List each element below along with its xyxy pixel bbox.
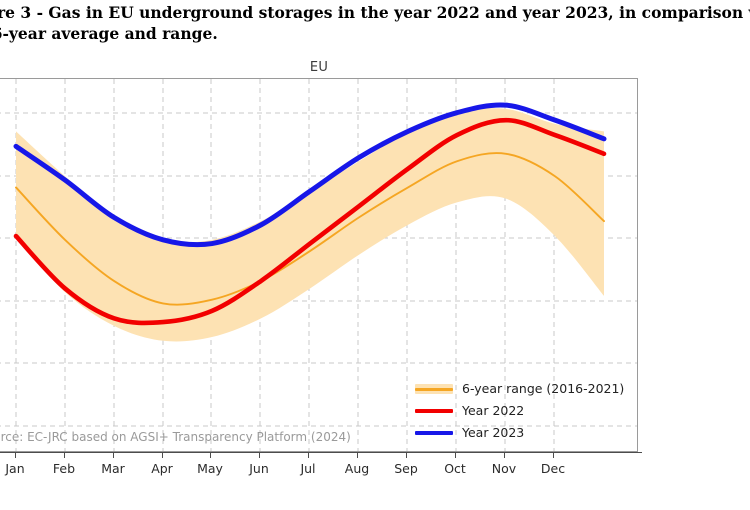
x-axis-tick [357,452,359,458]
legend-swatch-blue-icon [415,427,453,439]
x-axis-label-nov: Nov [491,461,517,476]
source-note: Source: EC-JRC based on AGSI+ Transparen… [0,430,351,444]
legend-swatch-red-icon [415,405,453,417]
x-axis-label-mar: Mar [101,461,125,476]
legend-item-year-2023[interactable]: Year 2023 [415,425,624,440]
x-axis-label-apr: Apr [151,461,173,476]
chart-title: EU [309,60,329,75]
x-axis-tick [210,452,212,458]
chart-canvas [0,79,637,451]
x-axis-label-jan: Jan [5,461,25,476]
x-axis-tick [553,452,555,458]
x-axis-label-may: May [197,461,223,476]
x-axis-tick [162,452,164,458]
legend-label-range: 6-year range (2016-2021) [462,381,625,396]
x-axis-tick [308,452,310,458]
x-axis-line [0,452,642,454]
legend-label-year-2023: Year 2023 [462,425,525,440]
x-axis-label-jun: Jun [249,461,269,476]
x-axis-label-sep: Sep [394,461,418,476]
x-axis-label-aug: Aug [344,461,370,476]
plot-area [0,78,638,452]
legend-swatch-range-icon [415,383,453,395]
x-axis-tick [504,452,506,458]
x-axis-tick [259,452,261,458]
x-axis-label-jul: Jul [300,461,316,476]
x-axis-label-feb: Feb [52,461,76,476]
x-axis-label-oct: Oct [444,461,466,476]
legend-item-year-2022[interactable]: Year 2022 [415,403,624,418]
x-axis-tick [455,452,457,458]
x-axis-tick [113,452,115,458]
x-axis-tick [64,452,66,458]
x-axis-tick [15,452,17,458]
legend-item-range[interactable]: 6-year range (2016-2021) [415,381,624,396]
x-axis-tick [406,452,408,458]
figure-caption: Figure 3 - Gas in EU underground storage… [0,3,750,43]
chart-legend: 6-year range (2016-2021) Year 2022 Year … [415,381,624,440]
legend-label-year-2022: Year 2022 [462,403,525,418]
x-axis-label-dec: Dec [540,461,566,476]
